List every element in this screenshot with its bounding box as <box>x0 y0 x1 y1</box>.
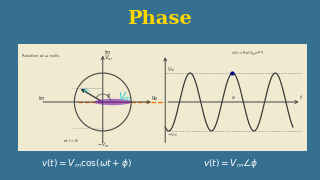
Text: $t$: $t$ <box>299 93 304 101</box>
Ellipse shape <box>94 99 131 105</box>
Text: Im: Im <box>104 50 111 55</box>
Text: Rotation at ω rad/s: Rotation at ω rad/s <box>22 54 59 58</box>
Text: $\phi$: $\phi$ <box>106 91 111 100</box>
Text: $v(t) = \mathrm{Re}(V_m e^{j\omega t})$: $v(t) = \mathrm{Re}(V_m e^{j\omega t})$ <box>230 48 264 58</box>
Text: $V_m$: $V_m$ <box>167 65 175 74</box>
Text: $-\hat{V}_m$: $-\hat{V}_m$ <box>97 139 110 150</box>
Text: at $t = t_0$: at $t = t_0$ <box>63 138 79 145</box>
Text: $-V_m$: $-V_m$ <box>167 131 178 139</box>
Text: $V_m$: $V_m$ <box>82 87 92 95</box>
Text: Re: Re <box>152 96 158 101</box>
Text: $t_0$: $t_0$ <box>230 95 236 102</box>
Text: Phase: Phase <box>128 10 192 28</box>
Text: $v(t) = V_m\mathrm{cos}(\omega t + \phi)$: $v(t) = V_m\mathrm{cos}(\omega t + \phi)… <box>41 157 132 170</box>
Text: Im: Im <box>39 96 45 101</box>
Text: $v(t) = V_m\angle\phi$: $v(t) = V_m\angle\phi$ <box>203 157 258 170</box>
Text: $\hat{V}_m$: $\hat{V}_m$ <box>104 52 113 63</box>
Text: $V_{\!m}$: $V_{\!m}$ <box>118 91 132 104</box>
